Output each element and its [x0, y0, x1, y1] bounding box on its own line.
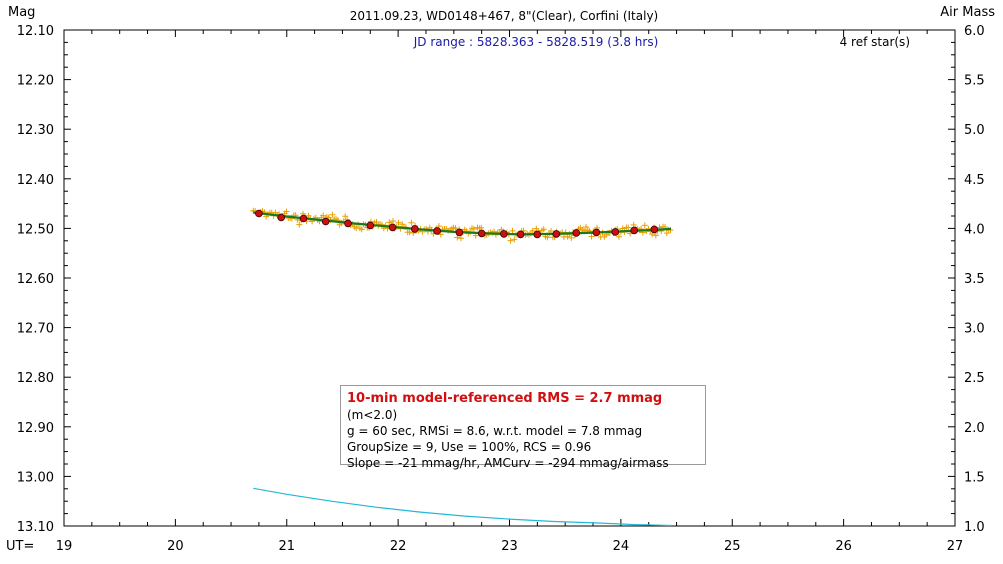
group-means-layer: [255, 209, 659, 239]
group-mean-point: [410, 225, 419, 233]
raw-point: [452, 225, 459, 232]
raw-point: [283, 208, 290, 215]
raw-point: [408, 219, 415, 226]
raw-point: [406, 229, 413, 235]
y2-tick-label: 1.5: [964, 470, 985, 485]
group-mean-point: [455, 228, 464, 237]
raw-point: [540, 226, 547, 233]
y2-tick-label: 5.0: [964, 123, 985, 138]
group-mean-point: [477, 229, 486, 238]
group-mean-point: [277, 213, 286, 222]
stats-line-1: 10-min model-referenced RMS = 2.7 mmag (…: [347, 390, 699, 423]
group-mean-point: [299, 214, 308, 223]
raw-point: [507, 237, 514, 244]
y2-tick-label: 2.0: [964, 421, 985, 436]
raw-point: [652, 232, 659, 239]
stats-line-4: Slope = -21 mmag/hr, AMCurv = -294 mmag/…: [347, 456, 669, 470]
raw-point: [320, 212, 327, 219]
raw-point: [329, 211, 336, 218]
group-mean-point: [433, 227, 441, 235]
group-mean-point: [366, 221, 375, 230]
y-tick-label: 12.80: [17, 371, 54, 386]
raw-point: [568, 234, 575, 241]
y-tick-label: 12.50: [17, 222, 54, 237]
raw-point: [470, 226, 477, 232]
group-mean-point: [592, 228, 601, 237]
y2-tick-label: 1.0: [964, 520, 985, 535]
x-tick-label: 26: [835, 539, 852, 554]
y2-tick-label: 3.5: [964, 272, 985, 287]
y2-tick-label: 2.5: [964, 371, 985, 386]
x-tick-label: 27: [947, 539, 964, 554]
raw-point: [358, 226, 365, 233]
raw-point: [509, 227, 516, 234]
rms-highlight: 10-min model-referenced RMS = 2.7 mmag: [347, 391, 663, 406]
group-mean-point: [552, 230, 561, 238]
axis-tick-labels: 19 20 21 22 23 24 25 26 27 12.10 12.20 12.30 12.40 12…: [17, 24, 985, 554]
x-tick-label: 24: [613, 539, 630, 554]
group-mean-point: [516, 230, 525, 239]
chart-title: 2011.09.23, WD0148+467, 8"(Clear), Corfi…: [350, 9, 658, 23]
y2-tick-label: 6.0: [964, 24, 985, 39]
group-mean-point: [630, 226, 638, 235]
left-axis-title: Mag: [8, 5, 35, 20]
raw-point: [588, 233, 595, 240]
raw-point: [373, 219, 380, 225]
ut-label: UT=: [6, 539, 34, 554]
y-tick-label: 12.20: [17, 74, 54, 89]
raw-point: [458, 235, 464, 242]
ref-star-count: 4 ref star(s): [840, 35, 910, 49]
stats-box: 10-min model-referenced RMS = 2.7 mmag (…: [340, 385, 706, 470]
x-tick-label: 23: [501, 539, 518, 554]
raw-point: [663, 230, 670, 237]
right-axis-title: Air Mass: [940, 5, 995, 20]
y-tick-label: 12.30: [17, 123, 54, 138]
raw-point: [296, 221, 303, 228]
jd-range: JD range : 5828.363 - 5828.519 (3.8 hrs): [413, 35, 659, 49]
raw-point: [529, 227, 536, 234]
group-mean-point: [500, 230, 508, 238]
raw-point: [641, 222, 648, 229]
raw-point: [583, 224, 589, 230]
raw-point: [625, 224, 632, 231]
raw-point: [390, 218, 396, 225]
y-tick-label: 12.10: [17, 24, 54, 39]
y-tick-label: 12.40: [17, 173, 54, 188]
group-mean-point: [533, 230, 542, 239]
group-mean-point: [255, 209, 263, 218]
y-tick-label: 12.90: [17, 421, 54, 436]
group-mean-point: [572, 229, 581, 237]
airmass-curve-layer: [253, 487, 672, 527]
raw-point: [511, 236, 518, 243]
stats-line-2: g = 60 sec, RMSi = 8.6, w.r.t. model = 7…: [347, 424, 643, 438]
x-tick-label: 19: [56, 539, 73, 554]
raw-point: [342, 213, 349, 220]
y2-tick-label: 5.5: [964, 74, 985, 89]
x-tick-label: 21: [278, 539, 295, 554]
y-tick-label: 12.70: [17, 322, 54, 337]
y-tick-label: 12.60: [17, 272, 54, 287]
group-mean-point: [611, 228, 620, 236]
rms-condition: (m<2.0): [347, 408, 398, 422]
group-mean-point: [321, 217, 330, 226]
airmass-curve: [253, 487, 672, 527]
y2-tick-label: 3.0: [964, 322, 985, 337]
axis-ticks: [63, 29, 956, 527]
raw-point: [437, 231, 444, 238]
y2-tick-label: 4.0: [964, 222, 985, 237]
x-tick-label: 20: [167, 539, 184, 554]
group-mean-point: [344, 219, 352, 228]
y-tick-label: 13.10: [17, 520, 54, 535]
y-tick-label: 13.00: [17, 470, 54, 485]
raw-point: [544, 234, 551, 241]
raw-point: [395, 219, 402, 226]
group-mean-point: [650, 225, 659, 234]
y2-tick-label: 4.5: [964, 173, 985, 188]
x-tick-label: 25: [724, 539, 741, 554]
raw-point: [616, 233, 622, 240]
stats-line-3: GroupSize = 9, Use = 100%, RCS = 0.96: [347, 440, 592, 454]
x-tick-label: 22: [390, 539, 407, 554]
group-mean-point: [388, 223, 397, 232]
